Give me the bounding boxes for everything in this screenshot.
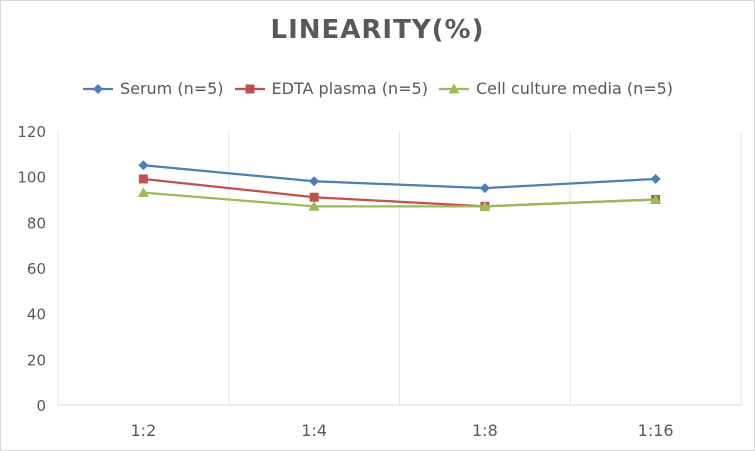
x-tick-label: 1:8 [472,421,498,440]
data-point-series-1 [138,160,149,171]
data-point-series-2 [309,192,319,202]
data-point-series-3 [479,200,491,211]
x-tick-label: 1:2 [131,421,157,440]
legend-label: Serum (n=5) [119,79,224,98]
data-point-series-3 [308,200,320,211]
legend-marker-2 [234,84,265,93]
x-tick-label: 1:16 [638,421,674,440]
legend-marker-3 [438,83,469,93]
legend-label: Cell culture media (n=5) [475,79,674,98]
legend-marker-1 [82,83,113,94]
y-tick-label: 40 [27,306,46,324]
series-line-3 [143,191,656,208]
legend-item-3: Cell culture media (n=5) [438,79,673,98]
chart-title: LINEARITY(%) [270,15,485,45]
legend-symbol [92,83,103,94]
series-line-1 [143,164,656,190]
data-point-series-1 [309,176,320,187]
y-tick-label: 80 [27,214,46,232]
data-point-series-3 [650,194,662,204]
y-tick-label: 60 [27,260,46,278]
data-point-series-1 [479,183,490,194]
legend-symbol [245,84,255,93]
data-point-series-1 [650,173,661,184]
data-point-series-3 [137,187,149,198]
y-tick-label: 100 [17,169,46,187]
y-tick-label: 0 [36,397,46,415]
data-point-series-2 [138,174,148,184]
x-tick-label: 1:4 [301,421,327,440]
y-tick-label: 20 [27,351,46,369]
chart-legend: Serum (n=5) EDTA plasma (n=5) Cell culture… [1,79,754,98]
legend-item-1: Serum (n=5) [82,79,224,98]
legend-label: EDTA plasma (n=5) [271,79,428,98]
legend-item-2: EDTA plasma (n=5) [234,79,428,98]
y-tick-label: 120 [17,123,46,141]
legend-symbol [448,83,460,93]
